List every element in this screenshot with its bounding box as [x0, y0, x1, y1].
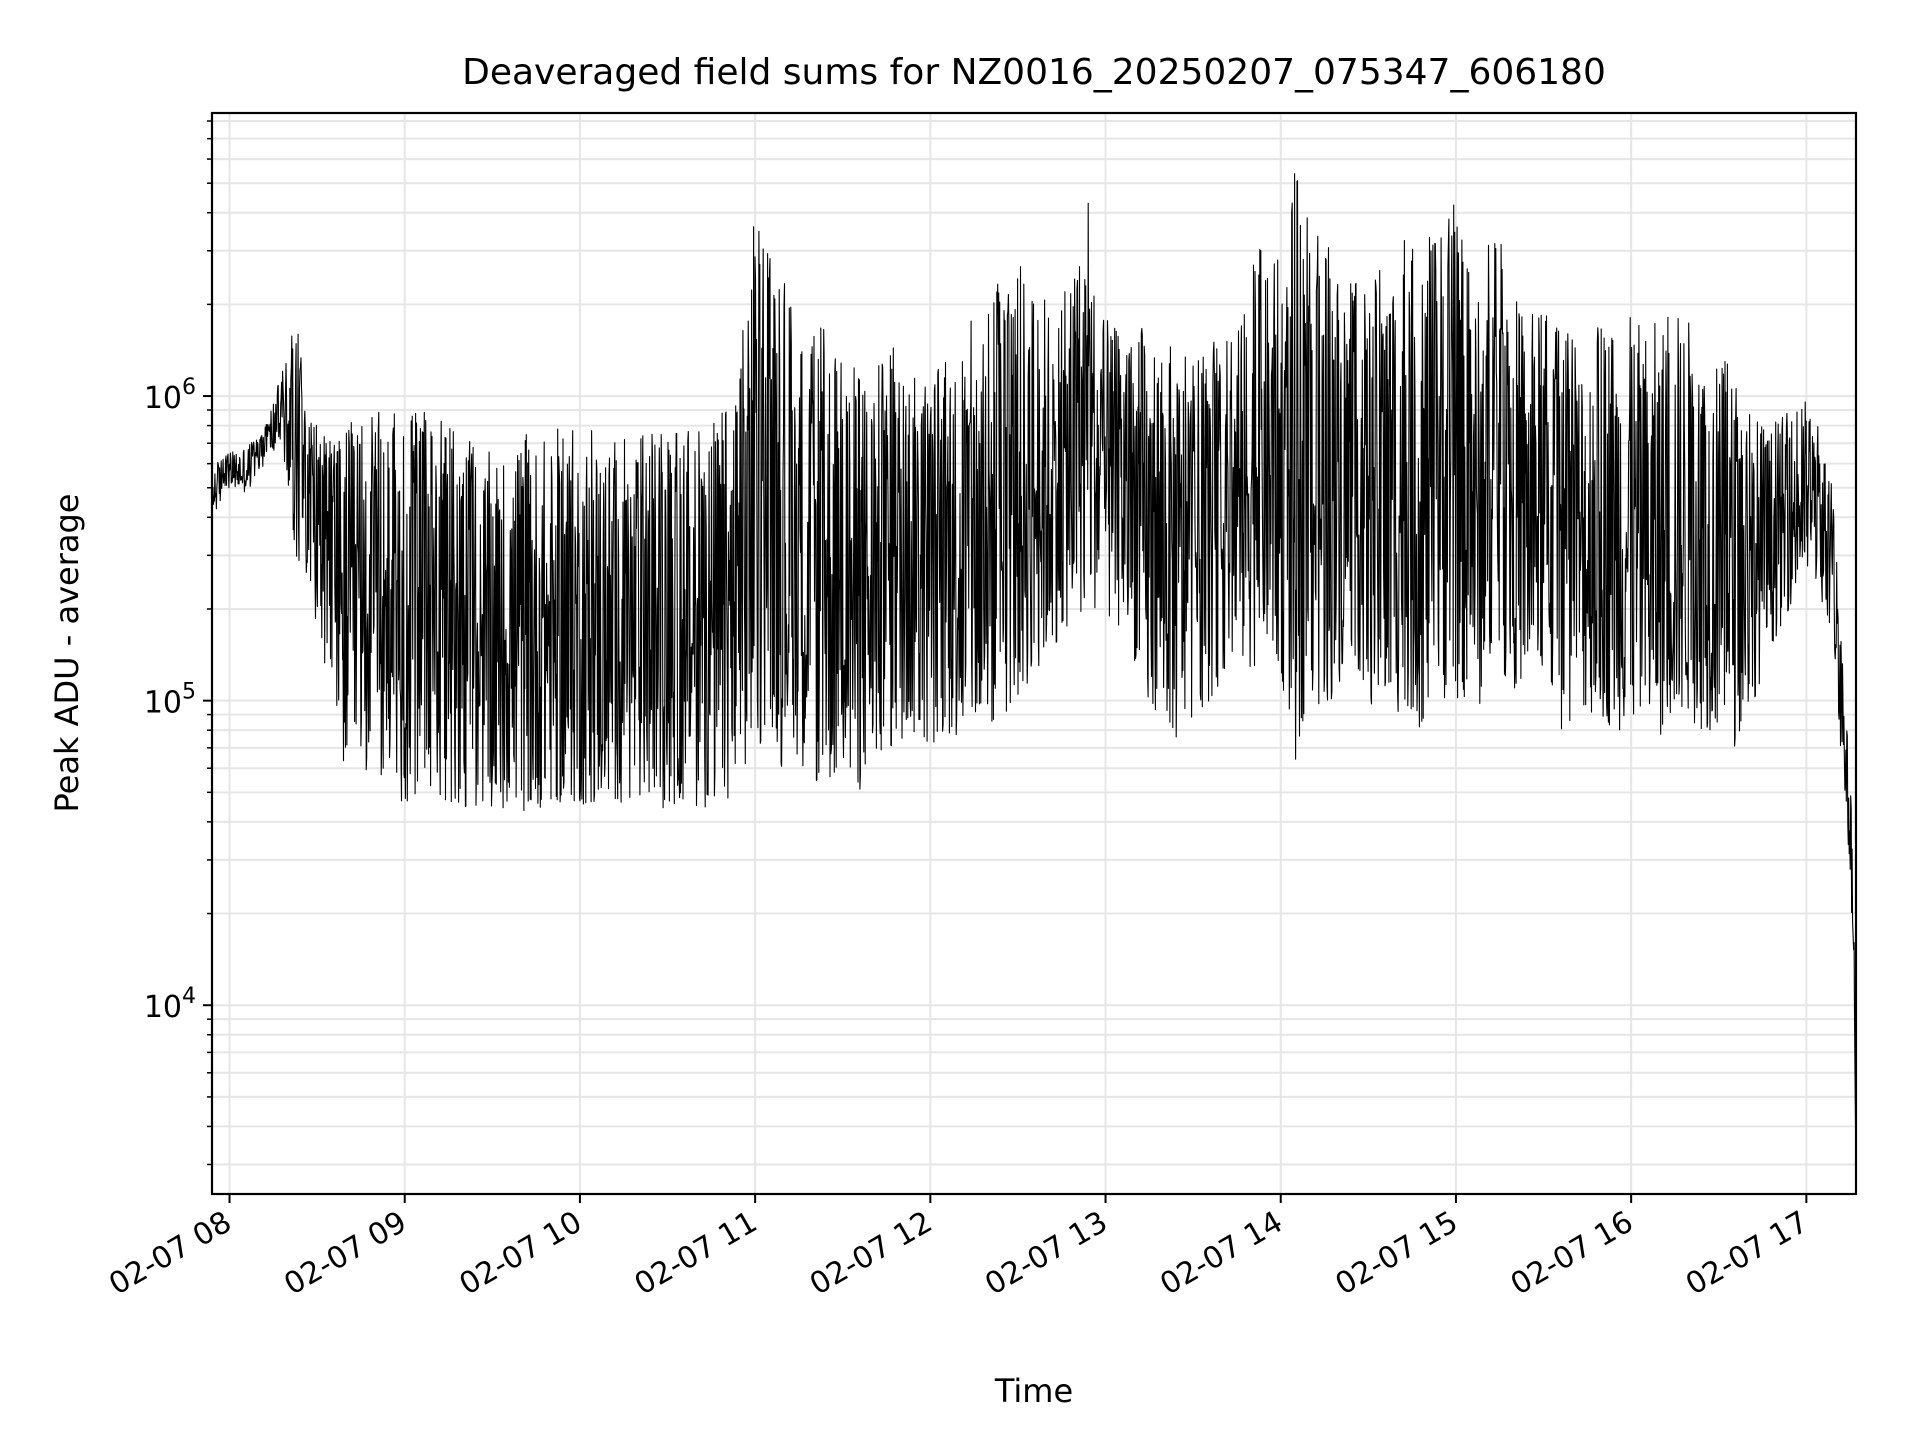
series-line — [212, 173, 1856, 1144]
y-tick-label: 104 — [144, 984, 196, 1025]
y-axis-label: Peak ADU - average — [48, 494, 86, 813]
series-layer — [212, 173, 1856, 1144]
plot-frame — [210, 111, 1858, 1196]
y-tick-label: 105 — [144, 680, 196, 721]
y-axis-ticks: 104 105 106 — [144, 120, 212, 1166]
y-tick-label: 106 — [144, 375, 196, 416]
x-axis-label: Time — [994, 1372, 1073, 1410]
chart-title: Deaveraged field sums for NZ0016_2025020… — [462, 52, 1606, 93]
